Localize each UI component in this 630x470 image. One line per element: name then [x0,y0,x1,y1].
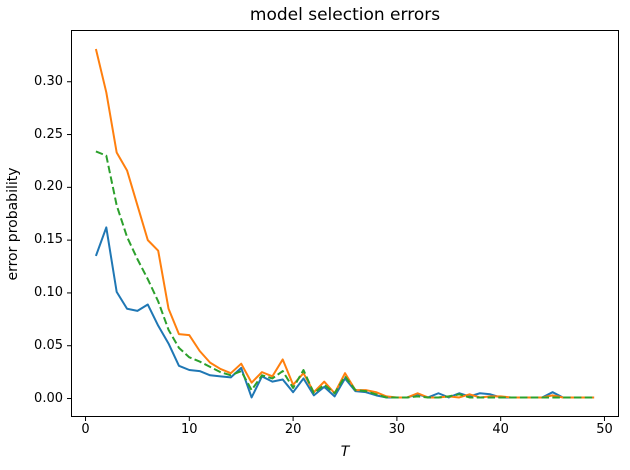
x-axis-label: T [340,444,350,460]
y-tick-label: 0.25 [34,126,63,142]
x-tick-label: 20 [284,422,302,437]
plot-canvas [67,30,619,421]
plot-spines [71,30,619,417]
series-line-green-dashed [95,150,595,399]
y-tick-label: 0.05 [34,337,63,353]
x-tick-label: 0 [81,422,90,437]
x-tick-label: 10 [181,422,198,437]
y-tick-label: 0.20 [34,179,63,195]
plot-area: 0 10 20 30 40 50 0.00 0.05 0.10 0.15 0.20 0.25 0.30 [34,30,619,437]
series-line-orange-solid [94,48,595,399]
x-tick-label: 30 [388,422,406,437]
chart-title: model selection errors [249,5,441,25]
y-tick-label: 0.30 [34,73,63,89]
y-tick-label: 0.15 [34,232,63,248]
y-tick-label: 0.00 [34,390,63,406]
y-tick-label: 0.10 [34,284,63,300]
x-tick-label: 40 [492,422,509,437]
x-tick-label: 50 [596,422,613,437]
